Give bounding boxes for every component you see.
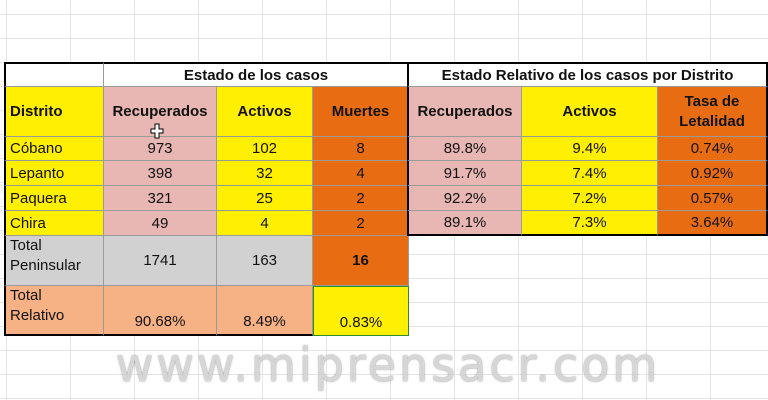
col-header-tasa-letalidad[interactable]: Tasa de Letalidad [658,87,768,137]
total-relativo-line2: Relativo [10,307,65,324]
total-peninsular-recuperados[interactable]: 1741 [104,236,217,286]
cell-activos-rel[interactable]: 7.3% [522,211,658,236]
cell-tasa[interactable]: 0.74% [658,137,768,161]
total-relativo-line1: Total [10,287,42,304]
cell-tasa[interactable]: 0.92% [658,161,768,186]
col-header-recuperados-rel[interactable]: Recuperados [407,87,522,137]
cell-activos[interactable]: 102 [217,137,313,161]
total-relativo-muertes[interactable]: 0.83% [313,286,409,336]
cell-tasa[interactable]: 0.57% [658,186,768,211]
cell-activos-rel[interactable]: 7.2% [522,186,658,211]
col-header-activos-rel[interactable]: Activos [522,87,658,137]
cell-muertes[interactable]: 2 [313,186,409,211]
header-estado-relativo[interactable]: Estado Relativo de los casos por Distrit… [407,62,768,87]
cell-recuperados[interactable]: 49 [104,211,217,236]
cell-recuperados[interactable]: 321 [104,186,217,211]
col-header-distrito[interactable]: Distrito [4,87,104,137]
cell-tasa[interactable]: 3.64% [658,211,768,236]
total-peninsular-activos[interactable]: 163 [217,236,313,286]
cell-muertes[interactable]: 4 [313,161,409,186]
cell-activos[interactable]: 4 [217,211,313,236]
cell-distrito[interactable]: Chira [4,211,104,236]
cursor-icon [150,123,164,139]
total-relativo-recuperados[interactable]: 90.68% [104,286,217,336]
total-peninsular-line2: Peninsular [10,257,81,274]
cell-muertes[interactable]: 2 [313,211,409,236]
cell-recuperados[interactable]: 398 [104,161,217,186]
cell-recuperados-rel[interactable]: 91.7% [407,161,522,186]
cell-activos-rel[interactable]: 9.4% [522,137,658,161]
col-header-activos[interactable]: Activos [217,87,313,137]
cell-distrito[interactable]: Lepanto [4,161,104,186]
tasa-line2: Letalidad [679,112,745,130]
header-estado-casos[interactable]: Estado de los casos [104,62,409,87]
cell-distrito[interactable]: Cóbano [4,137,104,161]
total-peninsular-line1: Total [10,237,42,254]
cell-activos-rel[interactable]: 7.4% [522,161,658,186]
cell-distrito[interactable]: Paquera [4,186,104,211]
cell-activos[interactable]: 25 [217,186,313,211]
cell-recuperados-rel[interactable]: 89.8% [407,137,522,161]
total-peninsular-muertes[interactable]: 16 [313,236,409,286]
cell-muertes[interactable]: 8 [313,137,409,161]
cell-activos[interactable]: 32 [217,161,313,186]
cell-recuperados-rel[interactable]: 92.2% [407,186,522,211]
col-header-muertes[interactable]: Muertes [313,87,409,137]
watermark-text: www.miprensacr.com [115,338,661,392]
header-blank[interactable] [4,62,104,87]
total-relativo-label[interactable]: Total Relativo [4,286,104,336]
tasa-line1: Tasa de [684,92,740,110]
total-relativo-activos[interactable]: 8.49% [217,286,313,336]
cell-recuperados[interactable]: 973 [104,137,217,161]
cell-recuperados-rel[interactable]: 89.1% [407,211,522,236]
total-peninsular-label[interactable]: Total Peninsular [4,236,104,286]
